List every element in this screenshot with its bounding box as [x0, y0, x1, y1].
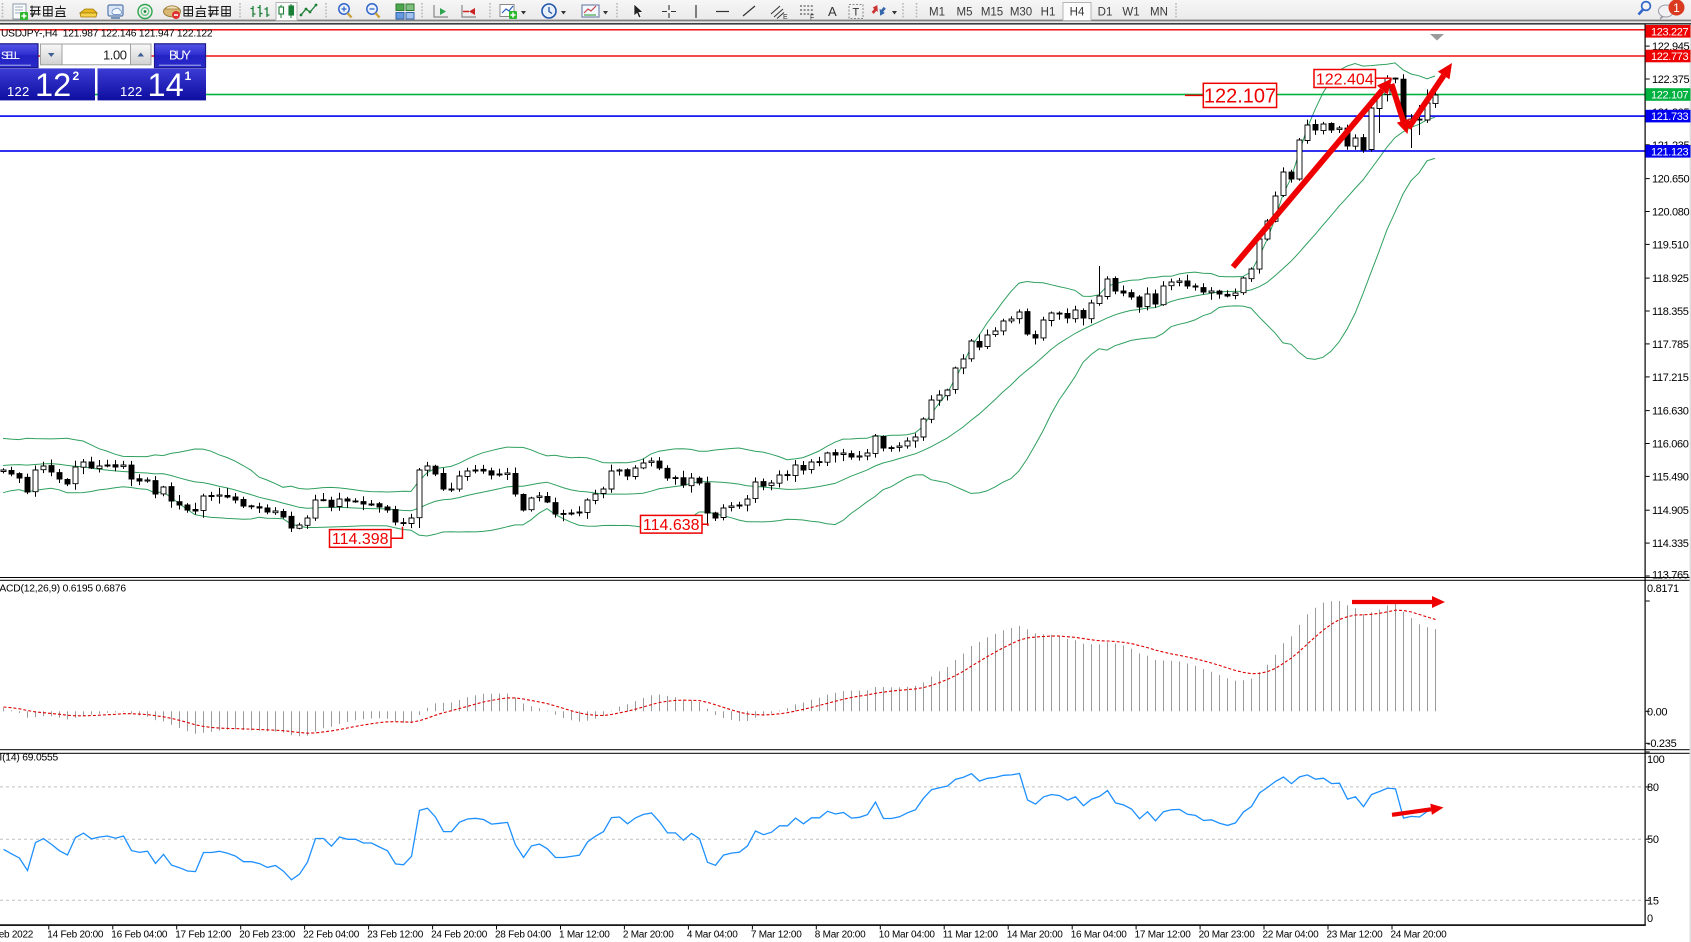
svg-text:22 Mar 04:00: 22 Mar 04:00 [1263, 930, 1320, 941]
svg-text:D1: D1 [1098, 7, 1113, 19]
svg-text:M5: M5 [957, 7, 973, 19]
svg-text:0: 0 [1647, 913, 1653, 925]
svg-text:17 Mar 12:00: 17 Mar 12:00 [1135, 930, 1192, 941]
svg-text:A: A [828, 4, 837, 19]
svg-text:121.123: 121.123 [1651, 146, 1689, 158]
svg-text:118.355: 118.355 [1652, 306, 1689, 318]
svg-text:0.00: 0.00 [1647, 706, 1667, 718]
svg-text:122: 122 [7, 84, 30, 99]
svg-text:117.215: 117.215 [1652, 372, 1689, 384]
svg-text:E: E [783, 14, 788, 21]
svg-text:113.765: 113.765 [1652, 570, 1689, 582]
svg-text:118.925: 118.925 [1652, 273, 1689, 285]
svg-text:MN: MN [1150, 7, 1168, 19]
svg-text:1.00: 1.00 [103, 47, 127, 62]
svg-text:24 Feb 20:00: 24 Feb 20:00 [431, 930, 488, 941]
svg-text:122.375: 122.375 [1652, 74, 1690, 86]
svg-text:115.490: 115.490 [1652, 471, 1689, 483]
svg-text:USDJPY-,H4 121.987 122.146 12: USDJPY-,H4 121.987 122.146 121.947 122.1… [1, 29, 213, 40]
svg-text:4 Mar 04:00: 4 Mar 04:00 [687, 930, 738, 941]
svg-text:12: 12 [35, 67, 71, 103]
svg-text:121.733: 121.733 [1651, 111, 1689, 123]
svg-text:120.650: 120.650 [1652, 174, 1690, 186]
svg-text:114.335: 114.335 [1652, 538, 1689, 550]
svg-text:2: 2 [73, 69, 80, 83]
svg-text:14 Feb 20:00: 14 Feb 20:00 [47, 930, 104, 941]
svg-text:20 Mar 23:00: 20 Mar 23:00 [1199, 930, 1256, 941]
svg-text:W1: W1 [1122, 7, 1139, 19]
svg-text:15: 15 [1647, 895, 1659, 907]
svg-text:H4: H4 [1070, 7, 1085, 19]
svg-text:122: 122 [120, 84, 143, 99]
svg-text:116.060: 116.060 [1652, 439, 1689, 451]
svg-text:1: 1 [1673, 1, 1680, 15]
svg-text:20 Feb 23:00: 20 Feb 23:00 [239, 930, 296, 941]
svg-text:M30: M30 [1010, 7, 1032, 19]
svg-text:1 Mar 12:00: 1 Mar 12:00 [559, 930, 610, 941]
svg-text:RSI(14) 69.0555: RSI(14) 69.0555 [0, 753, 59, 764]
svg-text:14 Mar 20:00: 14 Mar 20:00 [1007, 930, 1064, 941]
svg-text:8 Mar 20:00: 8 Mar 20:00 [815, 930, 866, 941]
svg-text:24 Mar 20:00: 24 Mar 20:00 [1391, 930, 1448, 941]
svg-text:H1: H1 [1041, 7, 1056, 19]
svg-text:SELL: SELL [1, 50, 20, 62]
svg-text:23 Feb 12:00: 23 Feb 12:00 [367, 930, 424, 941]
svg-text:114.638: 114.638 [643, 517, 700, 534]
svg-text:23 Mar 12:00: 23 Mar 12:00 [1327, 930, 1384, 941]
svg-text:100: 100 [1647, 754, 1665, 766]
svg-text:123.227: 123.227 [1651, 26, 1689, 38]
svg-text:22 Feb 04:00: 22 Feb 04:00 [303, 930, 360, 941]
svg-text:119.510: 119.510 [1652, 239, 1689, 251]
svg-text:17 Feb 12:00: 17 Feb 12:00 [175, 930, 232, 941]
svg-text:BUY: BUY [169, 48, 192, 62]
svg-text:1: 1 [185, 69, 192, 83]
svg-text:114.398: 114.398 [332, 531, 389, 548]
svg-text:122.404: 122.404 [1316, 71, 1374, 88]
svg-text:80: 80 [1647, 782, 1659, 794]
svg-text:122.107: 122.107 [1651, 90, 1689, 102]
svg-text:16 Feb 04:00: 16 Feb 04:00 [111, 930, 168, 941]
svg-text:122.773: 122.773 [1651, 51, 1689, 63]
svg-text:9 Feb 2022: 9 Feb 2022 [0, 930, 34, 941]
svg-text:11 Mar 12:00: 11 Mar 12:00 [943, 930, 999, 941]
svg-text:7 Mar 12:00: 7 Mar 12:00 [751, 930, 802, 941]
svg-text:117.785: 117.785 [1652, 339, 1689, 351]
svg-text:M15: M15 [981, 7, 1003, 19]
svg-text:F: F [810, 15, 814, 22]
svg-text:T: T [853, 7, 860, 19]
svg-text:50: 50 [1647, 834, 1659, 846]
svg-text:16 Mar 04:00: 16 Mar 04:00 [1071, 930, 1128, 941]
svg-text:0.8171: 0.8171 [1647, 583, 1679, 595]
svg-text:MACD(12,26,9) 0.6195 0.6876: MACD(12,26,9) 0.6195 0.6876 [0, 584, 126, 595]
svg-text:116.630: 116.630 [1652, 406, 1689, 418]
svg-text:28 Feb 04:00: 28 Feb 04:00 [495, 930, 552, 941]
svg-text:114.905: 114.905 [1652, 505, 1689, 517]
svg-text:122.107: 122.107 [1204, 86, 1276, 108]
svg-text:14: 14 [148, 67, 184, 103]
svg-text:-0.235: -0.235 [1647, 738, 1677, 750]
svg-text:120.080: 120.080 [1652, 207, 1690, 219]
svg-text:10 Mar 04:00: 10 Mar 04:00 [879, 930, 936, 941]
svg-text:2 Mar 20:00: 2 Mar 20:00 [623, 930, 674, 941]
svg-text:M1: M1 [929, 7, 945, 19]
